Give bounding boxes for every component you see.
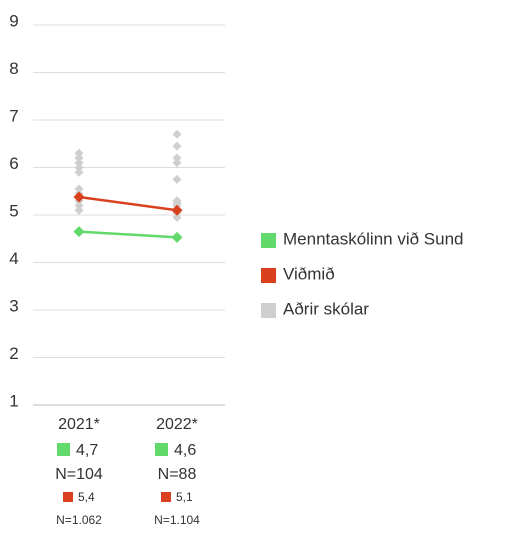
other-school-point <box>74 167 84 177</box>
legend-swatch <box>261 268 276 283</box>
y-tick-label: 6 <box>9 154 18 173</box>
other-school-point <box>172 212 182 222</box>
legend-label: Menntaskólinn við Sund <box>283 229 464 248</box>
series-line <box>78 230 178 239</box>
series-point <box>171 231 183 243</box>
y-tick-label: 5 <box>9 201 18 220</box>
other-school-point <box>74 158 84 168</box>
series-line <box>78 195 178 212</box>
other-school-point <box>172 158 182 168</box>
n-label: N=104 <box>55 466 103 483</box>
value-swatch <box>161 492 171 502</box>
other-school-point <box>172 141 182 151</box>
x-tick-label: 2022* <box>156 416 198 433</box>
y-tick-label: 8 <box>9 59 18 78</box>
other-school-point <box>172 129 182 139</box>
other-school-point <box>74 163 84 172</box>
other-school-point <box>74 205 84 215</box>
legend-label: Viðmið <box>283 264 335 283</box>
x-tick-label: 2021* <box>58 416 100 433</box>
value-label: 4,6 <box>174 442 196 459</box>
other-school-point <box>74 153 84 163</box>
series-point <box>171 204 183 216</box>
value-swatch <box>57 443 70 456</box>
n-label: N=1.104 <box>154 513 200 527</box>
y-tick-label: 7 <box>9 106 18 125</box>
other-school-point <box>172 174 182 184</box>
value-label: 4,7 <box>76 442 98 459</box>
value-swatch <box>155 443 168 456</box>
n-label: N=88 <box>158 466 197 483</box>
value-label: 5,1 <box>176 490 193 504</box>
legend-swatch <box>261 303 276 318</box>
legend-label: Aðrir skólar <box>283 299 369 318</box>
n-label: N=1.062 <box>56 513 102 527</box>
y-tick-label: 9 <box>9 11 18 30</box>
series-point <box>73 191 85 203</box>
series-point <box>73 226 85 238</box>
y-tick-label: 4 <box>9 249 18 268</box>
other-school-point <box>74 184 84 194</box>
other-school-point <box>74 201 84 210</box>
other-school-point <box>74 148 84 158</box>
legend-swatch <box>261 233 276 248</box>
y-tick-label: 2 <box>9 344 18 363</box>
value-swatch <box>63 492 73 502</box>
value-label: 5,4 <box>78 490 95 504</box>
other-school-point <box>172 153 182 163</box>
y-tick-label: 1 <box>9 391 18 410</box>
y-tick-label: 3 <box>9 296 18 315</box>
